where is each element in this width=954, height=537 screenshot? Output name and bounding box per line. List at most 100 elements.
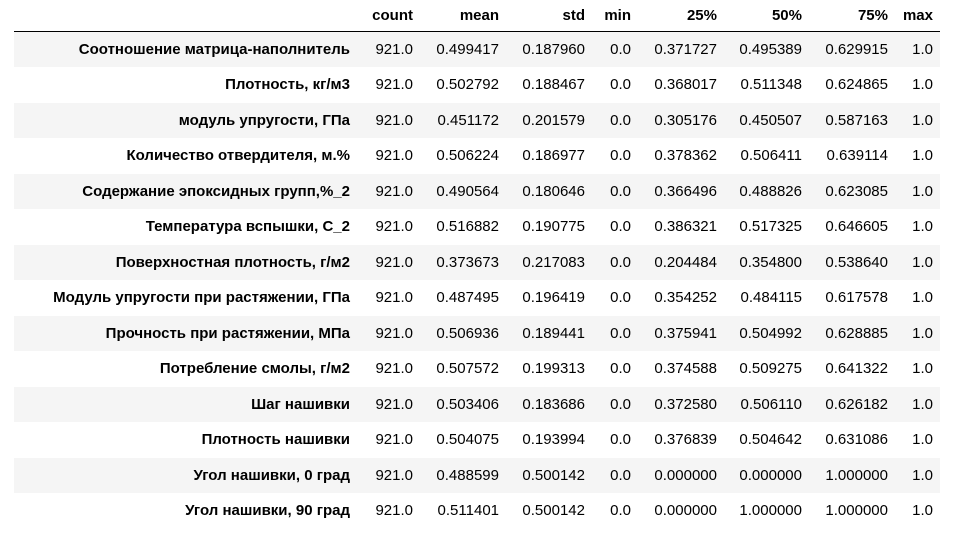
table-cell: 1.0 (912, 111, 933, 129)
table-cell: 1.000000 (825, 502, 888, 520)
table-cell: 0.500142 (522, 466, 585, 484)
describe-dataframe-table: count mean std min 25% 50% 75% max Соотн… (14, 0, 940, 529)
table-cell: 0.511401 (437, 502, 499, 520)
table-cell: 0.0 (610, 147, 631, 165)
table-cell: 0.305176 (654, 111, 717, 129)
table-cell: 1.000000 (739, 502, 802, 520)
table-cell: 0.0 (610, 395, 631, 413)
table-cell: 921.0 (375, 324, 413, 342)
table-cell: 921.0 (375, 182, 413, 200)
table-cell: 921.0 (375, 147, 413, 165)
table-cell: 0.000000 (739, 466, 802, 484)
row-label: Количество отвердителя, м.% (126, 147, 350, 165)
table-cell: 921.0 (375, 111, 413, 129)
table-cell: 0.0 (610, 111, 631, 129)
table-cell: 0.516882 (436, 218, 499, 236)
table-cell: 0.646605 (825, 218, 888, 236)
table-cell: 921.0 (375, 76, 413, 94)
row-label: Потребление смолы, г/м2 (159, 360, 350, 378)
table-cell: 0.373673 (436, 253, 499, 271)
table-header-row: count mean std min 25% 50% 75% max (14, 0, 940, 32)
table-row: Модуль упругости при растяжении, ГПа 921… (14, 280, 940, 316)
table-cell: 0.368017 (654, 76, 717, 94)
table-cell: 0.511348 (740, 76, 802, 94)
table-cell: 0.371727 (654, 41, 717, 58)
column-header: min (592, 0, 638, 32)
table-row: Поверхностная плотность, г/м2 921.0 0.37… (14, 244, 940, 280)
table-cell: 0.517325 (739, 218, 802, 236)
table-cell: 0.506936 (436, 324, 499, 342)
row-label: Угол нашивки, 0 град (193, 466, 351, 484)
table-row: Угол нашивки, 0 град 921.0 0.488599 0.50… (14, 457, 940, 493)
table-row: Соотношение матрица-наполнитель 921.0 0.… (14, 31, 940, 67)
table-cell: 0.587163 (825, 111, 888, 129)
table-cell: 0.626182 (825, 395, 888, 413)
table-cell: 0.204484 (654, 253, 717, 271)
table-cell: 0.500142 (522, 502, 585, 520)
table-cell: 0.484115 (740, 289, 802, 307)
table-cell: 0.0 (610, 324, 631, 342)
table-cell: 0.495389 (739, 41, 802, 58)
table-cell: 0.0 (610, 466, 631, 484)
table-cell: 0.0 (610, 41, 631, 58)
table-cell: 0.631086 (825, 431, 888, 449)
table-cell: 1.0 (912, 466, 933, 484)
table-cell: 1.0 (912, 289, 933, 307)
table-cell: 0.490564 (436, 182, 499, 200)
row-label: модуль упругости, ГПа (178, 111, 350, 129)
table-cell: 0.504075 (436, 431, 499, 449)
table-cell: 0.451172 (437, 111, 499, 129)
column-header: 75% (809, 0, 895, 32)
table-cell: 1.0 (912, 182, 933, 200)
table-cell: 0.450507 (739, 111, 802, 129)
table-row: Температура вспышки, С_2 921.0 0.516882 … (14, 209, 940, 245)
table-cell: 921.0 (375, 253, 413, 271)
table-cell: 0.376839 (654, 431, 717, 449)
table-cell: 0.538640 (825, 253, 888, 271)
table-cell: 0.366496 (654, 182, 717, 200)
table-cell: 0.199313 (522, 360, 585, 378)
table-cell: 0.0 (610, 253, 631, 271)
table-cell: 0.639114 (826, 147, 888, 165)
table-cell: 1.0 (912, 395, 933, 413)
table-cell: 1.0 (912, 502, 933, 520)
table-cell: 921.0 (375, 466, 413, 484)
index-header-cell (14, 0, 357, 32)
table-cell: 0.186977 (522, 147, 585, 165)
table-cell: 0.507572 (436, 360, 499, 378)
row-label: Плотность нашивки (201, 431, 350, 449)
table-cell: 0.504992 (739, 324, 802, 342)
table-cell: 0.201579 (522, 111, 585, 129)
table-cell: 0.374588 (654, 360, 717, 378)
column-header: std (506, 0, 592, 32)
table-cell: 0.641322 (825, 360, 888, 378)
table-cell: 0.623085 (825, 182, 888, 200)
table-cell: 0.502792 (436, 76, 499, 94)
row-label: Соотношение матрица-наполнитель (78, 41, 350, 58)
table-cell: 0.187960 (522, 41, 585, 58)
table-cell: 0.0 (610, 360, 631, 378)
table-cell: 0.506224 (436, 147, 499, 165)
table-cell: 1.0 (912, 324, 933, 342)
table-cell: 0.386321 (654, 218, 717, 236)
table-cell: 0.629915 (825, 41, 888, 58)
row-label: Температура вспышки, С_2 (145, 218, 350, 236)
table-cell: 0.488599 (436, 466, 499, 484)
table-cell: 0.180646 (522, 182, 585, 200)
table-cell: 1.0 (912, 218, 933, 236)
table-cell: 0.624865 (825, 76, 888, 94)
table-cell: 1.0 (912, 253, 933, 271)
table-cell: 1.0 (912, 76, 933, 94)
row-label: Модуль упругости при растяжении, ГПа (53, 289, 350, 307)
table-row: Потребление смолы, г/м2 921.0 0.507572 0… (14, 351, 940, 387)
table-cell: 0.375941 (654, 324, 717, 342)
table-cell: 921.0 (375, 395, 413, 413)
table-cell: 0.183686 (522, 395, 585, 413)
column-header: 25% (638, 0, 724, 32)
table-row: Содержание эпоксидных групп,%_2 921.0 0.… (14, 173, 940, 209)
column-header: 50% (724, 0, 809, 32)
table-cell: 0.628885 (825, 324, 888, 342)
table-cell: 921.0 (375, 218, 413, 236)
table-cell: 921.0 (375, 289, 413, 307)
